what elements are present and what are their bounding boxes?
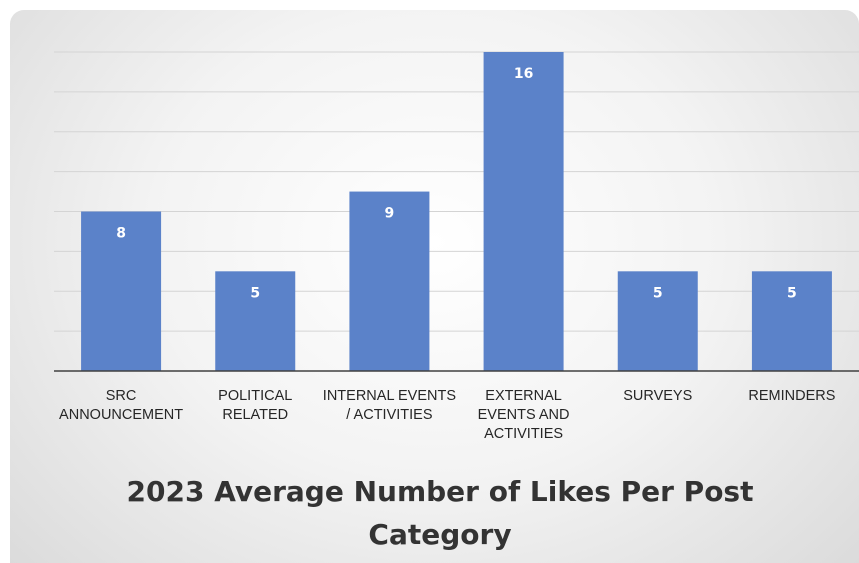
category-label: EXTERNAL EVENTS AND ACTIVITIES [478,388,570,442]
data-label: 5 [653,285,663,301]
data-label: 9 [385,206,395,222]
data-label: 8 [116,226,126,242]
category-label: SURVEYS [623,388,692,404]
data-label: 16 [514,66,533,82]
category-labels: SRC ANNOUNCEMENT POLITICAL RELATED INTERNAL … [59,388,835,442]
bar [751,271,832,371]
gridlines [54,51,859,332]
data-label: 5 [787,285,797,301]
bar-chart: 8 5 9 16 5 5 SRC ANNOUNCEMENT POLITICAL RELATED I… [54,51,859,551]
bar [215,271,296,371]
bar [483,52,564,371]
category-label: SRC ANNOUNCEMENT [59,388,183,423]
bar [617,271,698,371]
bars: 8 5 9 16 5 5 [81,52,832,371]
chart-title-line: 2023 Average Number of Likes Per Post [127,475,754,508]
chart-title: 2023 Average Number of Likes Per Post Cat… [127,475,754,551]
data-label: 5 [250,285,260,301]
chart-area: 8 5 9 16 5 5 SRC ANNOUNCEMENT POLITICAL RELATED I… [10,10,859,563]
chart-title-line: Category [368,518,511,551]
bar [81,211,162,371]
category-label: POLITICAL RELATED [218,388,292,423]
category-label: REMINDERS [748,388,835,404]
bar [349,191,430,371]
category-label: INTERNAL EVENTS / ACTIVITIES [323,388,456,423]
